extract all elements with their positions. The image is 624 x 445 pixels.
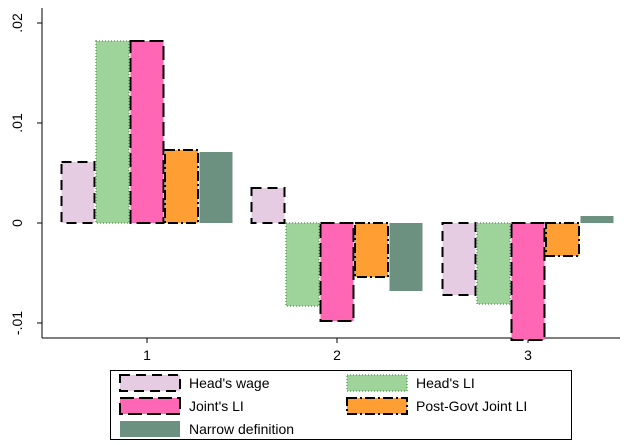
bar-series-2-cat-1 xyxy=(319,222,355,322)
legend-item-4: Narrow definition xyxy=(119,418,294,440)
bar-series-2-cat-2 xyxy=(510,222,546,341)
bar-series-4-cat-0 xyxy=(199,152,233,223)
legend-swatch-rect-1 xyxy=(346,374,408,392)
y-tick-label-1: .01 xyxy=(9,113,25,133)
legend-swatch-1 xyxy=(346,374,408,392)
y-tick-label-3: -.01 xyxy=(9,311,25,335)
legend: Head's wage Head's LI Joint's LI Post-Govt … xyxy=(110,370,572,440)
legend-swatch-0 xyxy=(119,374,181,392)
legend-label-4: Narrow definition xyxy=(189,421,295,437)
bar-series-3-cat-0 xyxy=(164,149,199,224)
plot-area: .02 .01 0 -.01 1 2 3 xyxy=(9,8,620,363)
y-tick-label-2: 0 xyxy=(9,219,25,227)
bar-series-1-cat-1 xyxy=(285,222,320,307)
bar-series-1-cat-2 xyxy=(476,222,511,305)
bar-series-3-cat-2 xyxy=(545,222,580,257)
legend-swatch-rect-2 xyxy=(119,397,181,415)
bar-series-4-cat-2 xyxy=(580,216,614,223)
bar-series-0-cat-2 xyxy=(441,222,477,296)
x-tick-label-0: 1 xyxy=(143,347,151,363)
legend-label-3: Post-Govt Joint LI xyxy=(416,398,528,414)
legend-label-1: Head's LI xyxy=(416,375,475,391)
legend-swatch-3 xyxy=(346,397,408,415)
x-tick-label-2: 3 xyxy=(524,347,532,363)
bar-series-3-cat-1 xyxy=(354,222,389,278)
bar-chart: .02 .01 0 -.01 1 2 3 xyxy=(9,8,620,363)
bar-series-2-cat-0 xyxy=(129,40,165,224)
bar-series-0-cat-0 xyxy=(60,161,96,224)
bar-series-4-cat-1 xyxy=(389,223,423,291)
legend-item-0: Head's wage xyxy=(119,372,270,394)
legend-swatch-2 xyxy=(119,397,181,415)
legend-item-3: Post-Govt Joint LI xyxy=(346,395,527,417)
legend-swatch-rect-0 xyxy=(119,374,181,392)
bar-series-1-cat-0 xyxy=(95,40,130,224)
y-tick-label-0: .02 xyxy=(9,13,25,33)
legend-label-2: Joint's LI xyxy=(189,398,244,414)
legend-item-2: Joint's LI xyxy=(119,395,244,417)
legend-swatch-rect-4 xyxy=(120,421,180,437)
legend-swatch-4 xyxy=(120,421,180,437)
bar-series-0-cat-1 xyxy=(250,187,286,224)
legend-swatch-rect-3 xyxy=(346,397,408,415)
legend-item-1: Head's LI xyxy=(346,372,475,394)
x-tick-label-1: 2 xyxy=(333,347,341,363)
legend-label-0: Head's wage xyxy=(189,375,270,391)
